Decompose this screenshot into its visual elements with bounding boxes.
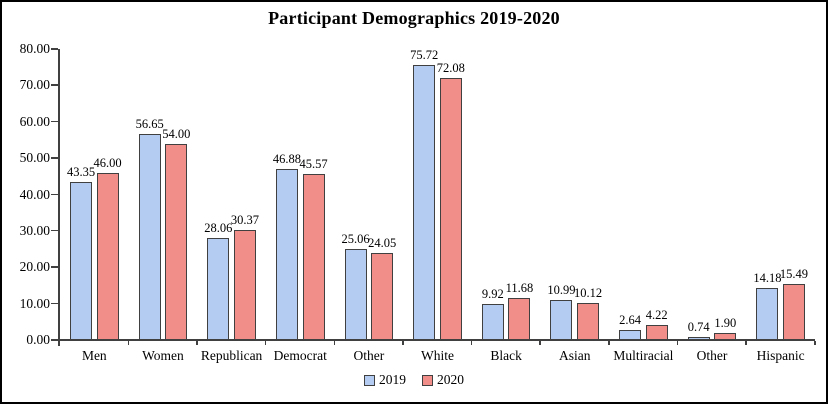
legend-swatch-2020 [422, 374, 433, 386]
value-label-2020-women: 54.00 [162, 126, 191, 141]
x-axis-label: White [421, 348, 454, 363]
y-axis-tick [51, 302, 58, 305]
value-label-2020-hispanic: 15.49 [779, 266, 809, 281]
y-axis-tick [51, 229, 58, 232]
x-axis-tick [333, 341, 336, 345]
x-axis-tick [196, 341, 198, 345]
value-label-2020-democrat: 45.57 [299, 157, 328, 172]
value-label-2019-democrat: 46.88 [272, 152, 301, 167]
value-label-2020-other: 24.05 [368, 235, 397, 250]
bar-2020-white [439, 77, 462, 340]
bar-2020-hispanic [782, 283, 805, 340]
x-axis-line [58, 339, 815, 341]
x-axis-label: Other [353, 348, 385, 363]
y-axis-tick [51, 193, 58, 195]
value-label-2020-asian: 10.12 [574, 286, 603, 301]
x-axis-tick [745, 341, 747, 345]
bar-2020-multiracial [645, 324, 668, 340]
bar-2020-other [714, 333, 737, 340]
value-label-2019-white: 75.72 [410, 47, 439, 62]
value-label-2020-other: 1.90 [714, 316, 737, 331]
value-label-2019-women: 56.65 [135, 116, 164, 131]
y-axis-tick [51, 48, 58, 50]
y-axis-tick [51, 157, 58, 159]
bar-2019-white [413, 64, 436, 340]
bar-2019-other [344, 248, 367, 340]
x-axis-label: Multiracial [613, 348, 674, 363]
value-label-2020-white: 72.08 [436, 60, 465, 75]
legend-label-2019: 2019 [379, 372, 406, 387]
y-axis-tick-label: 70.00 [19, 77, 50, 93]
value-label-2020-men: 46.00 [93, 155, 122, 170]
value-label-2019-other: 25.06 [341, 231, 370, 246]
x-axis-label: Other [696, 348, 728, 363]
x-axis-label: Women [142, 348, 184, 363]
value-label-2019-multiracial: 2.64 [619, 313, 642, 328]
value-label-2019-black: 9.92 [481, 286, 504, 301]
bar-2020-women [165, 143, 188, 340]
x-axis-tick [676, 341, 679, 345]
chart-title: Participant Demographics 2019-2020 [268, 8, 560, 28]
value-label-2019-other: 0.74 [687, 320, 710, 335]
x-axis-tick [264, 341, 267, 345]
value-label-2019-asian: 10.99 [547, 283, 576, 298]
x-axis-tick [539, 341, 541, 345]
x-axis-label: Asian [559, 348, 591, 363]
bar-2019-multiracial [619, 330, 642, 340]
bar-2019-asian [550, 300, 573, 340]
bar-2020-other [371, 252, 394, 340]
bar-2019-hispanic [756, 288, 779, 340]
bar-2019-men [70, 182, 93, 340]
y-axis-tick-label: 80.00 [19, 41, 50, 56]
value-label-2019-hispanic: 14.18 [753, 271, 782, 286]
y-axis-tick-label: 20.00 [19, 259, 50, 275]
bar-2019-black [481, 303, 504, 340]
y-axis-tick-label: 10.00 [19, 295, 50, 311]
y-axis-line [58, 49, 60, 346]
y-axis-tick [51, 84, 58, 86]
legend: 2019 2020 [2, 372, 826, 388]
value-label-2020-multiracial: 4.22 [645, 307, 668, 322]
value-label-2019-men: 43.35 [66, 165, 96, 180]
value-label-2019-republican: 28.06 [204, 220, 233, 235]
y-axis-tick [51, 120, 58, 123]
x-axis-label: Men [81, 348, 107, 363]
x-axis-tick [402, 341, 404, 345]
bar-2020-asian [577, 303, 600, 340]
y-axis-tick [51, 266, 58, 268]
bar-2019-women [138, 133, 161, 340]
x-axis-tick [608, 341, 610, 345]
legend-item-2019: 2019 [364, 372, 406, 388]
value-label-2020-republican: 30.37 [230, 212, 259, 227]
x-axis-label: Republican [200, 348, 263, 363]
y-axis-tick-label: 50.00 [19, 150, 50, 166]
y-axis-tick [51, 339, 58, 341]
bar-2019-republican [207, 237, 230, 340]
x-axis-label: Democrat [273, 348, 327, 363]
bar-2019-other [687, 337, 710, 340]
bar-2019-democrat [275, 169, 298, 340]
bar-2020-democrat [302, 174, 325, 340]
y-axis-tick-label: 0.00 [26, 332, 50, 347]
x-axis-label: Hispanic [756, 348, 805, 363]
value-label-2020-black: 11.68 [505, 280, 534, 295]
x-axis-tick [814, 341, 816, 345]
y-axis-tick-label: 30.00 [19, 222, 50, 238]
legend-label-2020: 2020 [437, 372, 464, 387]
x-axis-label: Black [490, 348, 522, 363]
legend-item-2020: 2020 [422, 372, 464, 388]
x-axis-tick [470, 341, 473, 345]
y-axis-tick-label: 60.00 [19, 113, 50, 129]
bar-2020-men [96, 172, 119, 340]
bar-2020-black [508, 297, 531, 340]
legend-swatch-2019 [364, 374, 375, 386]
bar-2020-republican [233, 229, 256, 340]
y-axis-tick-label: 40.00 [19, 186, 50, 202]
x-axis-tick [127, 341, 130, 345]
